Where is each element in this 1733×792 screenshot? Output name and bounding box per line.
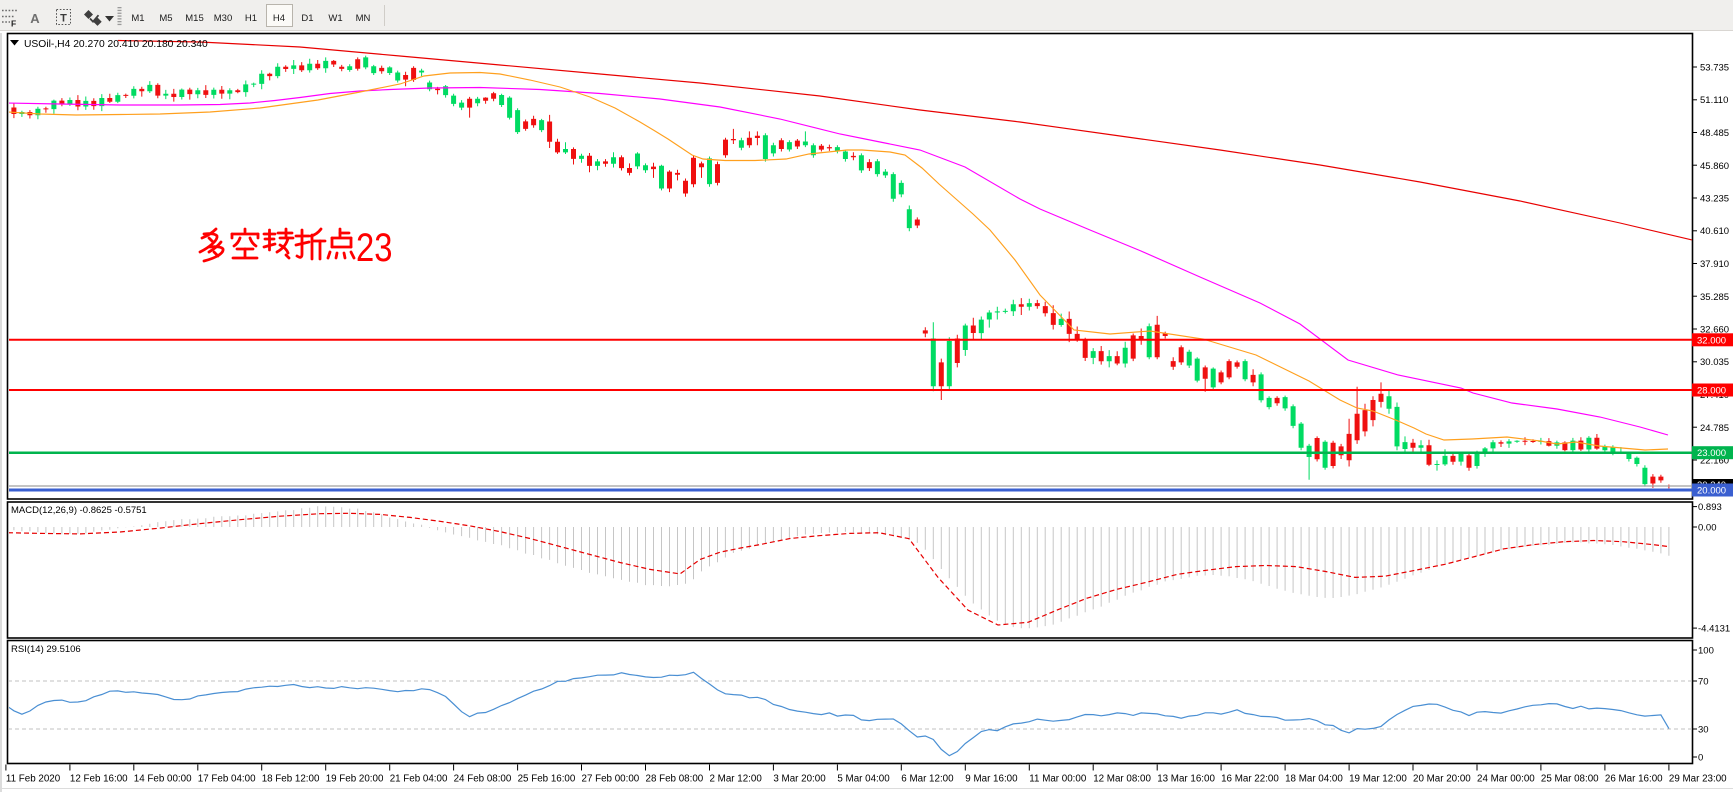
svg-text:M5: M5 (159, 13, 172, 24)
svg-text:20 Mar 20:00: 20 Mar 20:00 (1413, 774, 1471, 785)
svg-text:11 Mar 00:00: 11 Mar 00:00 (1029, 774, 1087, 785)
svg-text:MN: MN (356, 13, 371, 24)
svg-text:70: 70 (1698, 677, 1709, 688)
svg-text:18 Mar 04:00: 18 Mar 04:00 (1285, 774, 1343, 785)
svg-text:26 Mar 16:00: 26 Mar 16:00 (1605, 774, 1663, 785)
svg-text:0.00: 0.00 (1698, 523, 1717, 534)
svg-text:USOil-,H4 20.270 20.410 20.18: USOil-,H4 20.270 20.410 20.180 20.340 (24, 39, 208, 50)
svg-text:28.000: 28.000 (1697, 386, 1726, 397)
svg-text:M30: M30 (214, 13, 232, 24)
svg-text:25 Feb 16:00: 25 Feb 16:00 (518, 774, 576, 785)
svg-text:27 Feb 00:00: 27 Feb 00:00 (582, 774, 640, 785)
svg-text:16 Mar 22:00: 16 Mar 22:00 (1221, 774, 1279, 785)
svg-text:29 Mar 23:00: 29 Mar 23:00 (1669, 774, 1727, 785)
svg-text:0.893: 0.893 (1698, 502, 1722, 513)
svg-text:2 Mar 12:00: 2 Mar 12:00 (710, 774, 763, 785)
svg-text:20.000: 20.000 (1697, 486, 1726, 497)
svg-text:9 Mar 16:00: 9 Mar 16:00 (965, 774, 1018, 785)
svg-text:A: A (30, 11, 40, 26)
svg-text:23.000: 23.000 (1697, 448, 1726, 459)
svg-text:11 Feb 2020: 11 Feb 2020 (6, 774, 61, 785)
svg-text:12 Feb 16:00: 12 Feb 16:00 (70, 774, 128, 785)
svg-text:0: 0 (1698, 753, 1703, 764)
svg-text:19 Feb 20:00: 19 Feb 20:00 (326, 774, 384, 785)
svg-text:17 Feb 04:00: 17 Feb 04:00 (198, 774, 256, 785)
svg-text:14 Feb 00:00: 14 Feb 00:00 (134, 774, 192, 785)
svg-text:F: F (11, 19, 16, 29)
svg-text:100: 100 (1698, 646, 1714, 657)
svg-text:M1: M1 (131, 13, 144, 24)
svg-text:51.110: 51.110 (1700, 95, 1728, 106)
svg-text:18 Feb 12:00: 18 Feb 12:00 (262, 774, 320, 785)
svg-text:21 Feb 04:00: 21 Feb 04:00 (390, 774, 448, 785)
svg-text:22.160: 22.160 (1700, 456, 1729, 467)
svg-text:24.785: 24.785 (1700, 423, 1729, 434)
svg-text:5 Mar 04:00: 5 Mar 04:00 (837, 774, 890, 785)
svg-text:H1: H1 (245, 13, 257, 24)
svg-text:24 Feb 08:00: 24 Feb 08:00 (454, 774, 512, 785)
svg-text:45.860: 45.860 (1700, 161, 1729, 172)
svg-text:43.235: 43.235 (1700, 194, 1729, 205)
svg-text:35.285: 35.285 (1700, 292, 1729, 303)
svg-text:32.660: 32.660 (1700, 325, 1729, 336)
svg-text:T: T (60, 13, 67, 25)
svg-text:30: 30 (1698, 725, 1709, 736)
svg-text:-4.4131: -4.4131 (1698, 624, 1730, 635)
svg-text:37.910: 37.910 (1700, 259, 1729, 270)
svg-text:MACD(12,26,9) -0.8625 -0.5751: MACD(12,26,9) -0.8625 -0.5751 (11, 505, 147, 516)
svg-text:32.000: 32.000 (1697, 335, 1726, 346)
svg-text:D1: D1 (301, 13, 313, 24)
svg-text:H4: H4 (273, 13, 285, 24)
svg-text:48.485: 48.485 (1700, 128, 1729, 139)
svg-text:30.035: 30.035 (1700, 357, 1729, 368)
svg-text:53.735: 53.735 (1700, 63, 1729, 74)
svg-text:28 Feb 08:00: 28 Feb 08:00 (646, 774, 704, 785)
svg-text:6 Mar 12:00: 6 Mar 12:00 (901, 774, 954, 785)
svg-text:13 Mar 16:00: 13 Mar 16:00 (1157, 774, 1215, 785)
svg-text:M15: M15 (185, 13, 203, 24)
svg-text:RSI(14) 29.5106: RSI(14) 29.5106 (11, 644, 81, 655)
svg-text:25 Mar 08:00: 25 Mar 08:00 (1541, 774, 1599, 785)
svg-text:19 Mar 12:00: 19 Mar 12:00 (1349, 774, 1407, 785)
svg-text:3 Mar 20:00: 3 Mar 20:00 (773, 774, 826, 785)
svg-text:23: 23 (356, 225, 392, 270)
svg-text:24 Mar 00:00: 24 Mar 00:00 (1477, 774, 1535, 785)
svg-text:W1: W1 (328, 13, 342, 24)
svg-text:40.610: 40.610 (1700, 226, 1729, 237)
svg-text:12 Mar 08:00: 12 Mar 08:00 (1093, 774, 1151, 785)
